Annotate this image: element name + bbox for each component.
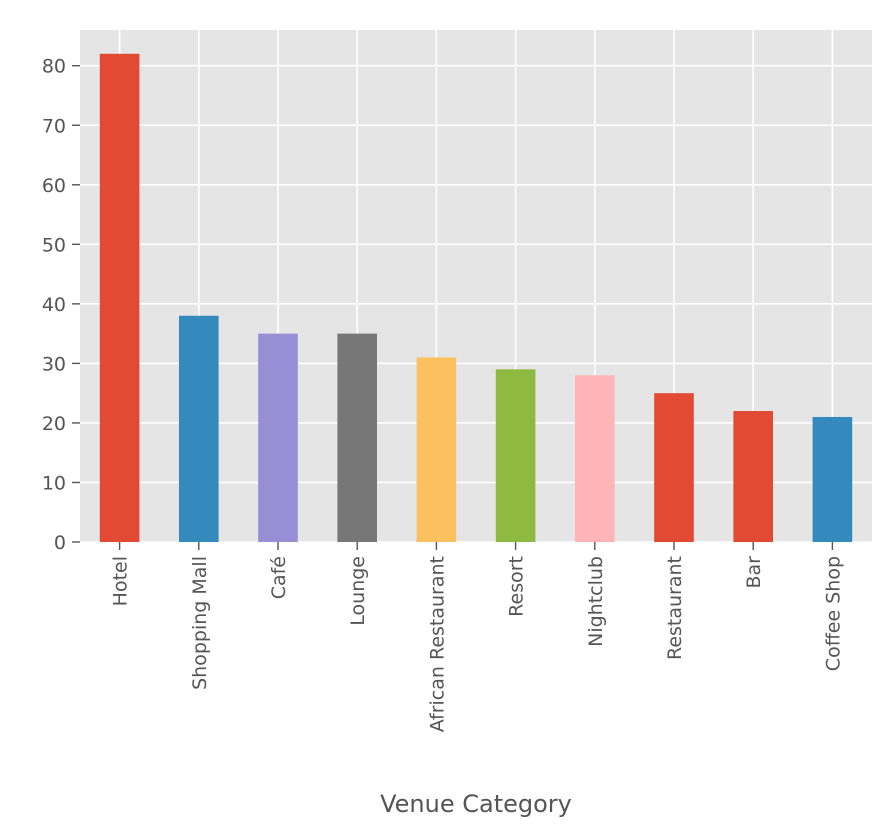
x-axis: Hotel Shopping Mall Café Lounge African Rest… (110, 542, 844, 732)
x-tick-label: Café (268, 556, 290, 599)
x-tick-label: Shopping Mall (189, 556, 211, 690)
y-tick-label: 10 (42, 472, 66, 494)
bar-hotel (99, 53, 140, 542)
y-tick-label: 40 (42, 294, 66, 316)
x-tick-label: Restaurant (664, 556, 686, 660)
x-tick-label: Lounge (347, 556, 369, 626)
bar-resort (495, 369, 536, 542)
y-tick-label: 80 (42, 56, 66, 78)
bar-coffee-shop (812, 416, 853, 542)
y-axis: 0 10 20 30 40 50 60 70 80 (42, 56, 80, 554)
x-tick-label: Hotel (110, 556, 132, 606)
bar-lounge (337, 333, 377, 542)
bars (99, 53, 853, 542)
x-tick-label: Bar (743, 556, 765, 589)
y-tick-label: 30 (42, 353, 66, 375)
y-tick-label: 20 (42, 413, 66, 435)
y-tick-label: 0 (54, 532, 66, 554)
bar-shopping-mall (179, 315, 219, 542)
bar-restaurant (654, 393, 694, 542)
x-tick-label: Resort (506, 556, 528, 617)
y-tick-label: 60 (42, 175, 66, 197)
x-tick-label: Coffee Shop (822, 556, 844, 671)
bar-african-restaurant (416, 357, 457, 542)
x-axis-title: Venue Category (380, 790, 572, 818)
bar-caf- (258, 333, 298, 542)
x-tick-label: Nightclub (585, 556, 607, 647)
y-tick-label: 50 (42, 234, 66, 256)
x-tick-label: African Restaurant (426, 556, 448, 732)
bar-nightclub (575, 375, 615, 542)
y-tick-label: 70 (42, 115, 66, 137)
bar-bar (733, 411, 773, 542)
